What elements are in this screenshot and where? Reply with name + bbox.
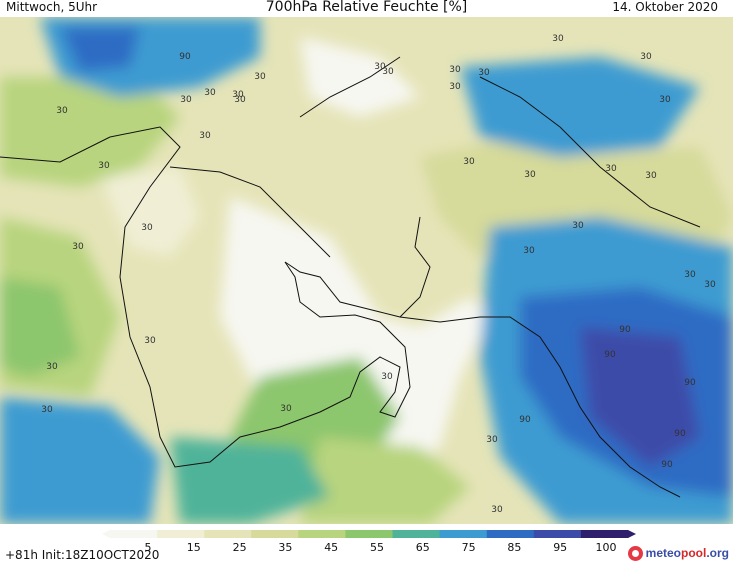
contour-label: 30 — [523, 246, 535, 256]
contour-label: 30 — [659, 95, 671, 105]
forecast-date-label: 14. Oktober 2020 — [612, 0, 718, 14]
map-title: 700hPa Relative Feuchte [%] — [265, 0, 468, 15]
humidity-fields — [0, 17, 733, 524]
contour-label: 30 — [199, 131, 211, 141]
contour-label: 30 — [524, 170, 536, 180]
legend-tick-label: 85 — [507, 541, 521, 554]
legend-swatch — [392, 530, 441, 538]
legend-tick-label: 95 — [553, 541, 567, 554]
contour-label: 30 — [552, 34, 564, 44]
legend-color-bar — [102, 530, 636, 538]
contour-label: 30 — [463, 157, 475, 167]
contour-label: 90 — [519, 415, 531, 425]
contour-label: 30 — [141, 223, 153, 233]
legend-swatch — [204, 530, 252, 538]
legend-swatch — [157, 530, 205, 538]
contour-label: 30 — [486, 435, 498, 445]
contour-label: 30 — [56, 106, 68, 116]
contour-labels: 90 30 30 30 30 30 30 30 30 30 30 30 30 3… — [41, 34, 716, 515]
contour-label: 30 — [234, 95, 246, 105]
legend-tick-label: 5 — [145, 541, 152, 554]
contour-label: 90 — [604, 350, 616, 360]
contour-label: 30 — [640, 52, 652, 62]
legend-tick-labels: 5 15 25 35 45 55 65 75 85 95 100 — [145, 541, 617, 554]
contour-label: 90 — [179, 52, 191, 62]
model-run-label: +81h Init:18Z10OCT2020 — [5, 548, 160, 562]
contour-label: 30 — [572, 221, 584, 231]
contour-label: 30 — [280, 404, 292, 414]
brand-logo: meteopool.org — [627, 543, 729, 563]
contour-label: 30 — [381, 372, 393, 382]
contour-label: 30 — [478, 68, 490, 78]
contour-label: 90 — [684, 378, 696, 388]
legend-tick-label: 100 — [596, 541, 617, 554]
legend-tick-label: 25 — [233, 541, 247, 554]
brand-icon — [627, 545, 643, 561]
contour-label: 30 — [645, 171, 657, 181]
forecast-time-label: Mittwoch, 5Uhr — [6, 0, 98, 14]
legend-swatch — [345, 530, 394, 538]
contour-label: 30 — [704, 280, 716, 290]
brand-text: meteopool.org — [645, 546, 729, 560]
color-scale-legend: 5 15 25 35 45 55 65 75 85 95 100 — [102, 530, 636, 554]
contour-label: 30 — [98, 161, 110, 171]
contour-label: 30 — [374, 62, 386, 72]
legend-swatch — [486, 530, 535, 538]
contour-label: 90 — [674, 429, 686, 439]
legend-swatch — [110, 530, 158, 538]
humidity-map: 90 30 30 30 30 30 30 30 30 30 30 30 30 3… — [0, 17, 733, 524]
legend-swatch — [298, 530, 346, 538]
contour-label: 30 — [41, 405, 53, 415]
contour-label: 90 — [619, 325, 631, 335]
contour-label: 30 — [684, 270, 696, 280]
contour-label: 30 — [72, 242, 84, 252]
coastlines — [0, 56, 701, 498]
contour-label: 30 — [449, 65, 461, 75]
contour-label: 30 — [232, 90, 244, 100]
legend-tick-label: 55 — [370, 541, 384, 554]
legend-max-arrow — [628, 530, 636, 538]
legend-tick-label: 45 — [324, 541, 338, 554]
contour-label: 30 — [605, 164, 617, 174]
legend-swatch — [251, 530, 299, 538]
legend-min-arrow — [102, 530, 110, 538]
contour-label: 90 — [661, 460, 673, 470]
contour-label: 30 — [449, 82, 461, 92]
legend-swatch — [533, 530, 582, 538]
contour-label: 30 — [180, 95, 192, 105]
contour-label: 30 — [46, 362, 58, 372]
legend-swatch — [580, 530, 629, 538]
contour-label: 30 — [144, 336, 156, 346]
contour-label: 30 — [382, 67, 394, 77]
legend-tick-label: 15 — [187, 541, 201, 554]
legend-tick-label: 65 — [416, 541, 430, 554]
contour-label: 30 — [254, 72, 266, 82]
contour-label: 30 — [491, 505, 503, 515]
legend-tick-label: 35 — [278, 541, 292, 554]
legend-tick-label: 75 — [462, 541, 476, 554]
legend-swatch — [439, 530, 488, 538]
contour-label: 30 — [204, 88, 216, 98]
